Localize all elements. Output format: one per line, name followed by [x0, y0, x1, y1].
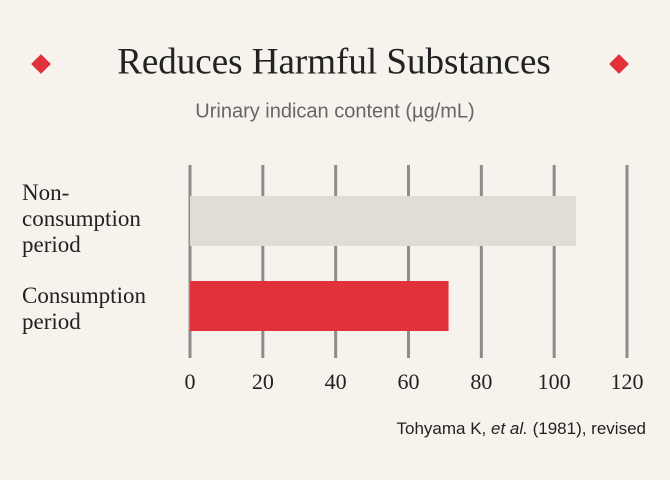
category-label: Consumption period	[22, 283, 146, 334]
chart-title: Reduces Harmful Substances	[117, 41, 551, 82]
x-tick-label: 40	[325, 369, 347, 394]
bars	[190, 196, 577, 331]
x-tick-label: 60	[398, 369, 420, 394]
source-text: et al.	[491, 419, 528, 438]
title-diamond	[609, 54, 629, 74]
source-text: (1981), revised	[528, 419, 646, 438]
x-tick-label: 0	[185, 369, 196, 394]
bar	[190, 281, 449, 331]
x-tick-label: 120	[611, 369, 644, 394]
bar	[190, 196, 577, 246]
x-tick-label: 20	[252, 369, 274, 394]
category-label: Non- consumption period	[22, 180, 141, 257]
x-ticks: 0 20 40 60 80 100 120	[185, 369, 644, 394]
source-text: Tohyama K,	[397, 419, 492, 438]
x-tick-label: 80	[470, 369, 492, 394]
chart-subtitle: Urinary indican content (µg/mL)	[195, 100, 474, 122]
x-tick-label: 100	[538, 369, 571, 394]
title-diamond	[31, 54, 51, 74]
source: Tohyama K, et al. (1981), revised	[397, 419, 646, 438]
